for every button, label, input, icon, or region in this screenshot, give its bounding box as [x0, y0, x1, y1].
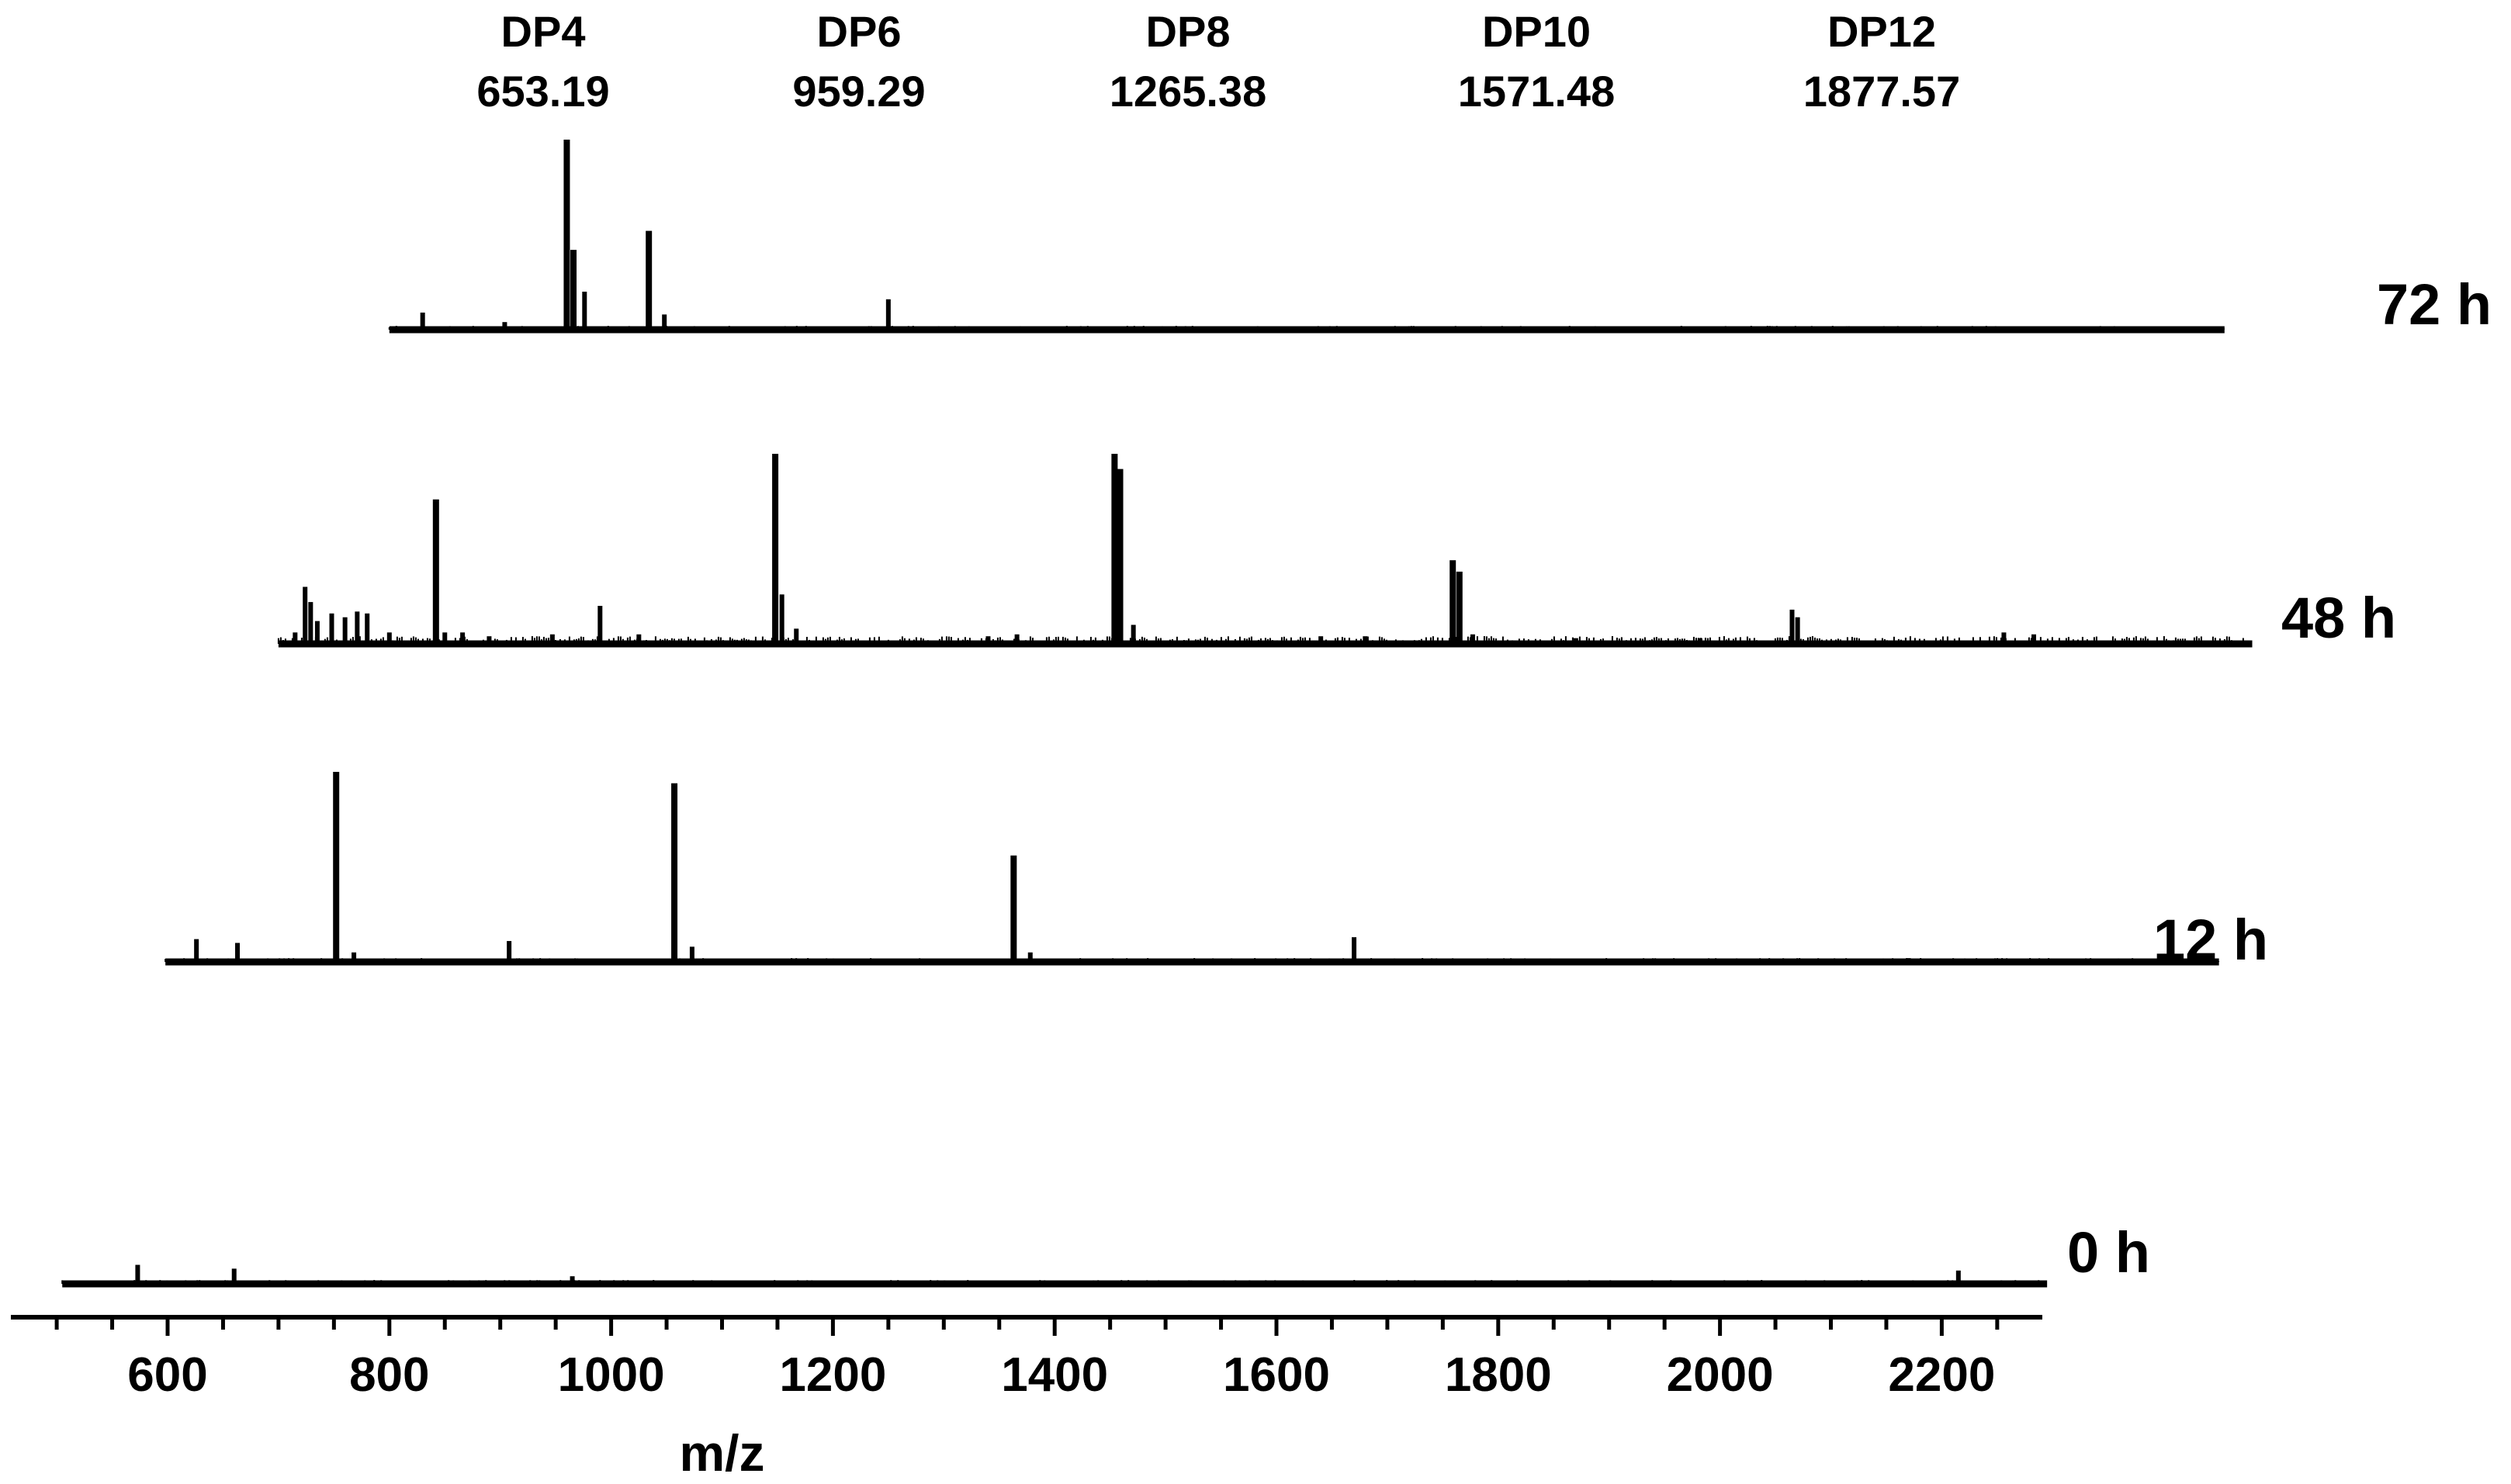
spectrum-peak — [135, 1264, 140, 1284]
spectrum-peak — [772, 454, 779, 644]
spectrum-peak — [689, 946, 694, 962]
spectrum-peak — [1014, 634, 1020, 644]
spectrum-peak — [386, 632, 392, 644]
spectrum-peak — [432, 499, 439, 644]
x-axis: 600 800 1000 1200 1400 1600 1800 2000 2200 — [11, 1315, 2042, 1402]
annotation-dp12: DP12 1877.57 — [1803, 7, 1960, 116]
spectrum-peak — [194, 939, 199, 962]
spectrum-peak — [352, 952, 357, 962]
annotation-name: DP10 — [1482, 7, 1591, 56]
dp-annotations: DP4653.19DP6959.29DP81265.38DP101571.48D… — [476, 7, 1960, 116]
spectrum-peak — [502, 322, 507, 330]
spectrum-peak — [333, 772, 340, 962]
annotation-mz: 653.19 — [476, 67, 609, 116]
spectrum-peak — [355, 611, 360, 644]
annotation-name: DP4 — [501, 7, 586, 56]
spectrum-peak — [549, 634, 555, 644]
spectrum-peak — [1470, 634, 1475, 644]
spectrum-peak — [303, 586, 308, 644]
trace-label: 0 h — [2067, 1220, 2150, 1285]
trace-0h: 0 h — [61, 1220, 2150, 1288]
x-tick-label: 600 — [127, 1348, 207, 1402]
x-tick-label: 1800 — [1445, 1348, 1552, 1402]
x-tick-label: 1600 — [1223, 1348, 1330, 1402]
annotation-name: DP12 — [1827, 7, 1936, 56]
spectrum-peak — [1352, 937, 1357, 962]
trace-label: 12 h — [2153, 908, 2268, 972]
spectrum-peak — [1131, 624, 1136, 644]
spectrum-peak — [1363, 636, 1368, 644]
spectrum-peak — [985, 636, 991, 644]
spectrum-peak — [308, 602, 313, 644]
trace-noise — [165, 958, 2220, 962]
x-tick-label: 2200 — [1888, 1348, 1995, 1402]
spectrum-peak — [1955, 1270, 1961, 1284]
spectrum-peak — [1697, 638, 1702, 644]
spectrum-peak — [460, 632, 466, 644]
spectrum-peak — [1117, 469, 1124, 644]
spectrum-peak — [442, 632, 448, 644]
spectrum-peak — [1027, 952, 1033, 962]
spectrum-peak — [2001, 632, 2007, 644]
spectrum-peak — [329, 613, 334, 644]
spectrum-peak — [1456, 571, 1463, 644]
trace-label: 72 h — [2377, 272, 2492, 337]
trace-12h: 12 h — [165, 772, 2268, 972]
spectrum-peak — [1449, 560, 1456, 644]
spectrum-peak — [365, 613, 370, 644]
annotation-name: DP8 — [1146, 7, 1231, 56]
spectrum-peak — [293, 632, 298, 644]
spectrum-peak — [779, 594, 784, 644]
spectrum-peak — [1010, 855, 1017, 962]
spectrum-peak — [1111, 454, 1118, 644]
spectrum-peak — [420, 312, 425, 330]
spectrum-peak — [1795, 617, 1800, 644]
annotation-mz: 1265.38 — [1110, 67, 1266, 116]
trace-label: 48 h — [2281, 586, 2396, 650]
spectrum-peak — [1789, 609, 1795, 644]
annotation-mz: 959.29 — [792, 67, 925, 116]
spectrum-peak — [1573, 638, 1578, 644]
x-tick-label: 1000 — [558, 1348, 665, 1402]
trace-noise — [388, 326, 2225, 330]
x-tick-label: 800 — [349, 1348, 429, 1402]
x-tick-label: 1400 — [1001, 1348, 1108, 1402]
trace-72h: 72 h — [388, 140, 2492, 337]
spectrum-peak — [1318, 636, 1324, 644]
spectrum-peak — [487, 636, 492, 644]
spectrum-peak — [2031, 634, 2037, 644]
trace-48h: 48 h — [277, 454, 2396, 650]
spectrum-peak — [636, 634, 642, 644]
spectrum-peak — [671, 783, 678, 962]
spectrum-peak — [507, 941, 512, 962]
trace-noise — [61, 1280, 2047, 1284]
spectrum-peak — [342, 617, 348, 644]
annotation-dp4: DP4 653.19 — [476, 7, 609, 116]
spectra-traces: 72 h 48 h 12 h 0 h — [61, 140, 2492, 1288]
annotation-dp6: DP6 959.29 — [792, 7, 925, 116]
x-tick-label: 2000 — [1667, 1348, 1774, 1402]
spectrum-peak — [662, 314, 667, 330]
annotation-dp10: DP10 1571.48 — [1458, 7, 1615, 116]
annotation-dp8: DP8 1265.38 — [1110, 7, 1266, 116]
spectrum-peak — [563, 140, 570, 330]
spectrum-peak — [1906, 958, 1911, 962]
spectrum-peak — [794, 628, 799, 644]
spectrum-peak — [570, 1276, 575, 1284]
annotation-mz: 1877.57 — [1803, 67, 1960, 116]
spectrum-peak — [597, 606, 603, 644]
spectrum-peak — [570, 250, 577, 330]
spectrum-peak — [646, 230, 653, 330]
spectrum-peak — [582, 292, 587, 330]
spectrum-peak — [235, 943, 241, 962]
spectrum-peak — [314, 621, 320, 644]
annotation-name: DP6 — [817, 7, 902, 56]
spectrum-peak — [885, 299, 891, 330]
spectrum-peak — [231, 1268, 237, 1284]
x-tick-label: 1200 — [779, 1348, 886, 1402]
x-axis-title: m/z — [679, 1424, 764, 1482]
annotation-mz: 1571.48 — [1458, 67, 1615, 116]
